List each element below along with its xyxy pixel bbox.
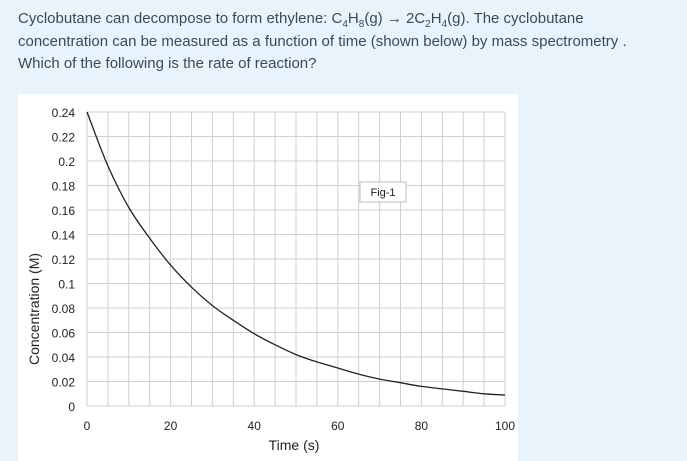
y-tick-label: 0.1 (58, 278, 75, 292)
x-axis-ticks: 0 20 40 60 80 100 (84, 419, 516, 433)
concentration-time-chart: 0 0.02 0.04 0.06 0.08 0.1 0.12 0.14 0.16 0.18 0.2 0… (26, 106, 516, 453)
y-tick-label: 0 (68, 400, 75, 414)
y-tick-label: 0.2 (58, 155, 75, 169)
chart-panel: 0 0.02 0.04 0.06 0.08 0.1 0.12 0.14 0.16 0.18 0.2 0… (18, 94, 518, 461)
x-tick-label: 20 (164, 419, 178, 433)
question-line-2: concentration can be measured as a funct… (18, 32, 627, 50)
x-tick-label: 0 (84, 419, 91, 433)
question-line-1: Cyclobutane can decompose to form ethyle… (18, 10, 584, 30)
x-axis-label: Time (s) (269, 437, 320, 453)
question-line-3: Which of the following is the rate of re… (18, 55, 317, 72)
y-axis-label: Concentration (M) (26, 253, 42, 365)
x-tick-label: 40 (248, 419, 262, 433)
y-tick-label: 0.16 (52, 204, 76, 218)
y-tick-label: 0.22 (52, 131, 76, 145)
y-tick-label: 0.02 (52, 376, 76, 390)
y-tick-label: 0.24 (52, 106, 76, 120)
x-tick-label: 80 (415, 419, 429, 433)
y-axis-ticks: 0 0.02 0.04 0.06 0.08 0.1 0.12 0.14 0.16 0.18 0.2 0… (52, 106, 76, 414)
x-tick-label: 60 (331, 419, 345, 433)
y-tick-label: 0.18 (52, 180, 76, 194)
y-tick-label: 0.04 (52, 351, 76, 365)
x-tick-label: 100 (495, 419, 515, 433)
y-tick-label: 0.14 (52, 229, 76, 243)
y-tick-label: 0.12 (52, 253, 76, 267)
concentration-curve (86, 111, 506, 396)
chart-grid (86, 111, 506, 407)
fig-annotation-box: Fig-1 (359, 181, 407, 203)
fig-annotation: Fig-1 (370, 187, 395, 199)
question-text: Cyclobutane can decompose to form ethyle… (18, 8, 678, 76)
y-tick-label: 0.06 (52, 327, 76, 341)
y-tick-label: 0.08 (52, 302, 76, 316)
